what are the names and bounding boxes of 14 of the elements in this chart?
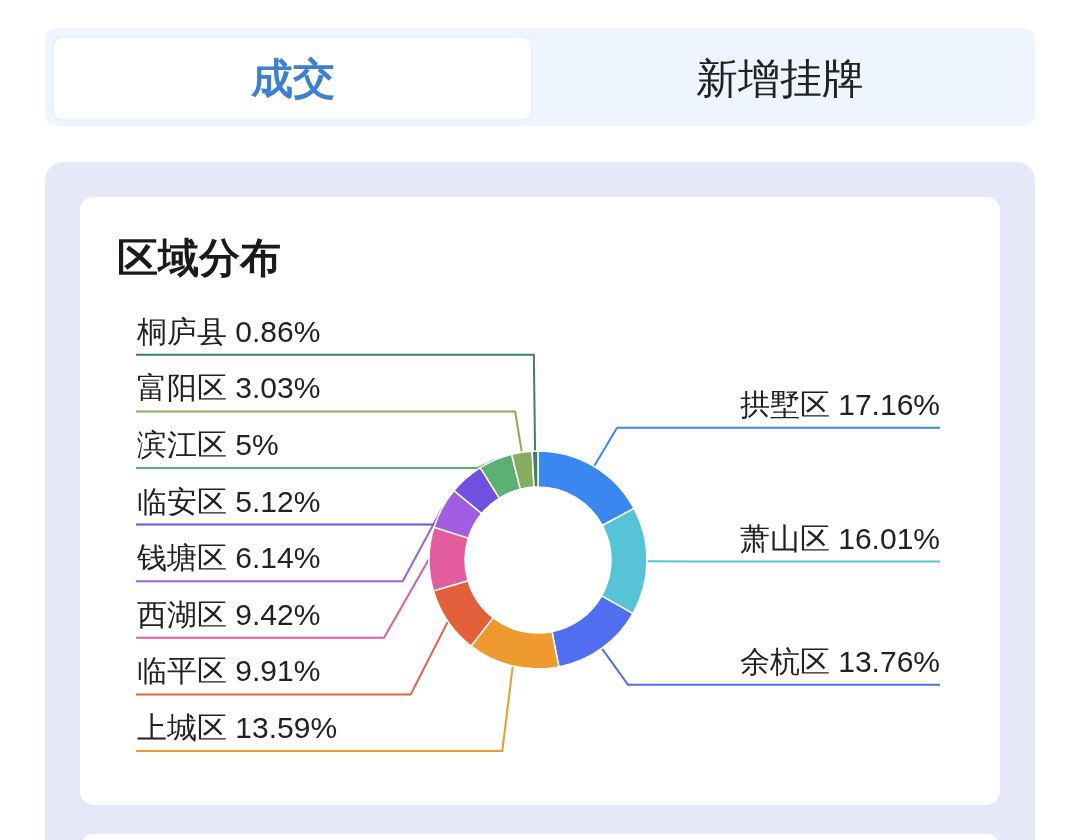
data-label: 富阳区 3.03% — [137, 371, 321, 405]
data-label: 临平区 9.91% — [137, 654, 321, 688]
title: 区域分布 — [117, 235, 281, 281]
data-label: 拱墅区 17.16% — [739, 387, 940, 421]
data-label: 临安区 5.12% — [137, 484, 321, 518]
data-label: 桐庐县 0.86% — [137, 314, 321, 348]
tab-label: 成交 — [250, 55, 335, 102]
data-label: 上城区 13.59% — [137, 711, 338, 744]
data-label: 西湖区 9.42% — [137, 597, 321, 631]
data-label: 钱塘区 6.14% — [137, 541, 321, 575]
tab-label: 新增挂牌 — [695, 55, 864, 102]
data-label: 滨江区 5% — [137, 428, 279, 461]
data-label: 余杭区 13.76% — [739, 644, 940, 678]
data-label: 萧山区 16.01% — [739, 521, 940, 555]
